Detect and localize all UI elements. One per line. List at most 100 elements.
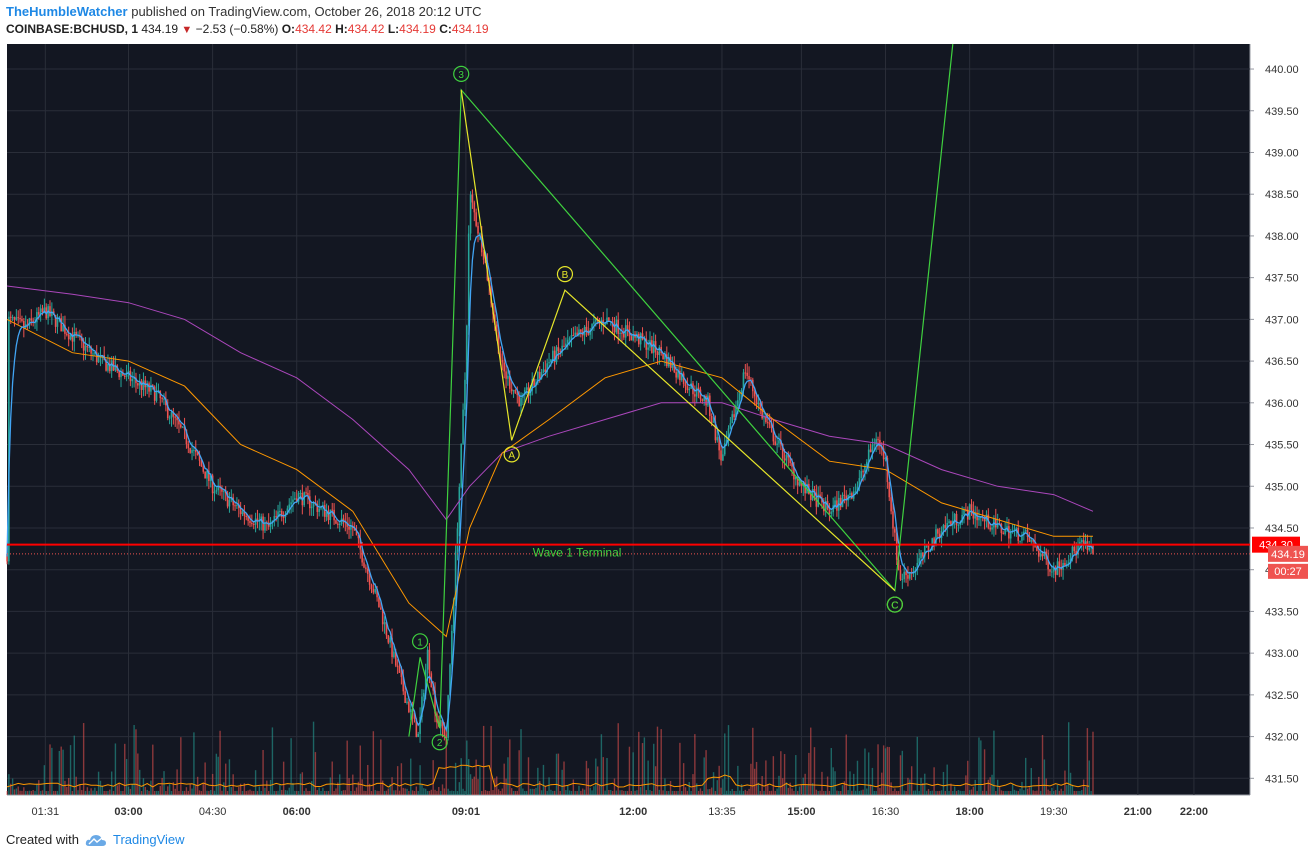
motive-wave-line: [408, 43, 954, 737]
volume-bar: [688, 782, 690, 795]
candle-body: [21, 319, 23, 321]
publish-header: TheHumbleWatcher published on TradingVie…: [6, 4, 481, 19]
volume-bar: [744, 789, 747, 795]
volume-bar: [454, 762, 457, 795]
candle-body: [877, 439, 879, 441]
volume-bar: [421, 784, 423, 795]
candle-body: [632, 334, 634, 341]
candle-body: [1037, 550, 1040, 557]
motive-label-1-circle: [411, 633, 429, 650]
candle-body: [357, 535, 360, 539]
volume-bar: [1030, 768, 1033, 795]
candle-body: [237, 504, 240, 508]
time-tick-label: 19:30: [1040, 806, 1068, 818]
candle-body: [273, 516, 276, 521]
volume-bar: [464, 790, 466, 795]
candle-body: [387, 635, 390, 643]
corrective-label-a: A: [503, 446, 520, 463]
candle-body: [146, 383, 148, 388]
candle-body: [703, 395, 706, 401]
volume-bar: [202, 783, 204, 795]
candle-body: [755, 396, 758, 405]
volume-bar: [675, 790, 677, 795]
candle-body: [64, 325, 66, 334]
candle-body: [86, 345, 89, 348]
candle-body: [856, 486, 859, 492]
candle-body: [239, 507, 242, 515]
volume-bar: [828, 790, 831, 795]
candle-body: [312, 502, 315, 507]
volume-bar: [910, 766, 913, 795]
candle-body: [299, 492, 302, 494]
candle-body: [989, 527, 991, 530]
volume-bar: [561, 769, 563, 795]
candle-body: [323, 505, 326, 517]
tradingview-brand: TradingView: [112, 832, 185, 847]
candle-body: [705, 395, 707, 406]
volume-bar: [284, 790, 287, 795]
volume-bar: [286, 790, 289, 795]
volume-bar: [830, 748, 833, 795]
candle-body: [763, 417, 765, 419]
volume-bar: [557, 753, 560, 795]
candle-body: [452, 599, 455, 631]
volume-bar: [539, 781, 541, 795]
candle-body: [202, 466, 205, 472]
volume-bar: [215, 753, 218, 795]
volume-bar: [232, 774, 234, 795]
volume-bar: [922, 783, 924, 795]
candle-body: [30, 318, 33, 321]
volume-bar: [1028, 787, 1031, 795]
volume-bar: [303, 791, 305, 795]
volume-bar: [1032, 790, 1034, 795]
volume-bar: [748, 788, 750, 795]
tradingview-link[interactable]: TradingView: [85, 832, 185, 847]
volume-bar: [524, 790, 526, 795]
volume-bar: [423, 788, 425, 795]
candle-body: [1023, 531, 1025, 535]
volume-bar: [755, 761, 758, 795]
candle-body: [445, 736, 448, 738]
candle-body: [230, 497, 233, 501]
price-tick-label: 434.50: [1265, 523, 1299, 535]
volume-bar: [570, 790, 573, 795]
candle-body: [290, 502, 292, 505]
volume-bar: [1092, 731, 1094, 795]
candle-body: [6, 553, 8, 562]
candle-body: [673, 362, 676, 373]
volume-bar: [6, 790, 8, 795]
volume-bar: [1066, 785, 1068, 795]
candle-body: [120, 372, 122, 378]
volume-bar: [473, 776, 475, 795]
volume-bar: [310, 781, 313, 795]
volume-bar: [92, 790, 94, 795]
candle-body: [907, 575, 909, 579]
candle-body: [920, 552, 922, 559]
candle-body: [383, 622, 386, 625]
candle-body: [817, 494, 820, 507]
volume-bar: [598, 784, 601, 795]
volume-bar: [325, 790, 328, 795]
candle-body: [828, 509, 831, 514]
volume-bar: [1043, 759, 1046, 795]
candle-body: [641, 333, 644, 340]
volume-bar: [684, 787, 687, 795]
price-tick-label: 437.50: [1265, 273, 1299, 285]
symbol-name[interactable]: COINBASE:BCHUSD, 1: [6, 22, 139, 36]
candle-body: [372, 589, 375, 593]
candle-body: [176, 417, 178, 421]
volume-bar: [475, 759, 477, 795]
candle-body: [194, 449, 197, 453]
candle-body: [953, 513, 956, 521]
volume-bar: [337, 782, 339, 795]
volume-bar: [441, 784, 444, 795]
candle-body: [247, 516, 249, 521]
candle-body: [757, 402, 760, 405]
volume-bar: [858, 791, 861, 795]
candle-body: [923, 545, 926, 557]
candle-body: [544, 369, 547, 372]
volume-bar: [314, 752, 317, 795]
candle-body: [740, 390, 743, 394]
author-link[interactable]: TheHumbleWatcher: [6, 4, 128, 19]
